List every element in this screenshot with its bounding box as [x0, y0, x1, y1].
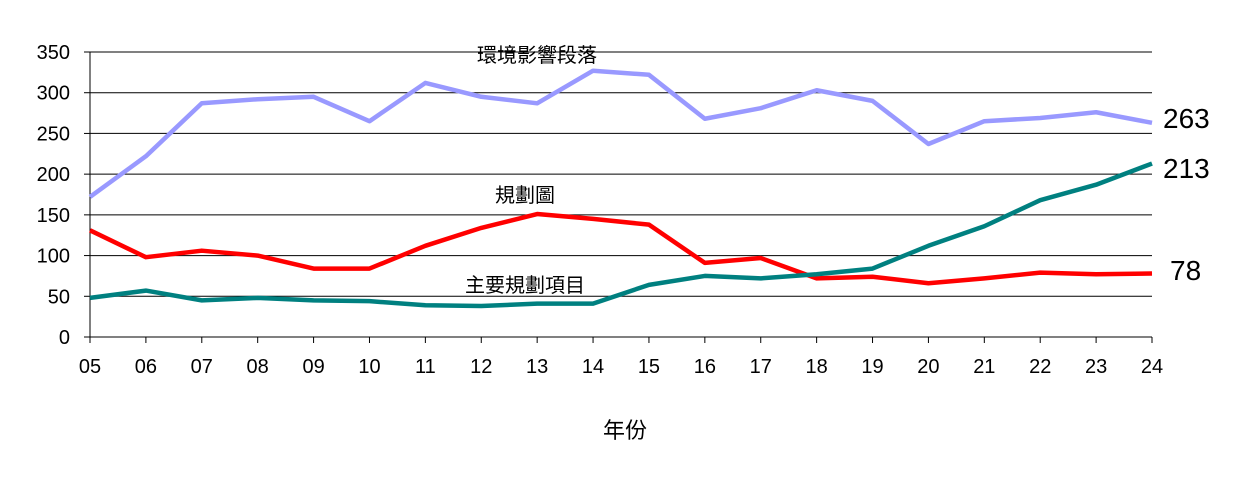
y-tick-label: 0: [59, 327, 70, 349]
y-tick-label: 300: [37, 83, 70, 105]
y-tick-label: 350: [37, 42, 70, 64]
x-tick-label: 13: [526, 356, 548, 378]
end-label-main-items: 213: [1163, 153, 1210, 184]
x-axis-label: 年份: [603, 419, 647, 444]
end-label-environment: 263: [1163, 103, 1210, 134]
x-tick-label: 14: [582, 356, 604, 378]
series-label-environment: 環境影響段落: [477, 43, 597, 67]
x-tick-label: 19: [861, 356, 883, 378]
series-lines: [90, 71, 1152, 307]
y-tick-label: 250: [37, 123, 70, 145]
y-tick-label: 100: [37, 246, 70, 268]
x-tick-label: 11: [415, 356, 436, 378]
x-tick-label: 09: [302, 356, 324, 378]
y-tick-label: 50: [48, 286, 70, 308]
end-label-plan-map: 78: [1170, 255, 1201, 286]
x-tick-label: 24: [1141, 356, 1163, 378]
series-label-plan-map: 規劃圖: [495, 183, 555, 207]
x-tick-label: 22: [1029, 356, 1051, 378]
x-tick-label: 06: [135, 356, 157, 378]
y-tick-label: 150: [37, 205, 70, 227]
x-tick-label: 21: [973, 356, 995, 378]
x-tick-label: 12: [470, 356, 492, 378]
x-tick-label: 05: [79, 356, 101, 378]
x-tick-label: 23: [1085, 356, 1107, 378]
x-tick-label: 20: [917, 356, 939, 378]
x-axis-ticks: 05 06 07 08 09 10 11 12 13 14 15 16 17 18 19 20 21 22 23 24: [79, 356, 1163, 378]
series-label-main-items: 主要規劃項目: [465, 273, 585, 297]
x-tick-label: 16: [694, 356, 716, 378]
x-tick-label: 17: [750, 356, 772, 378]
x-tick-label: 18: [806, 356, 828, 378]
x-tick-label: 15: [638, 356, 660, 378]
series-line-2: [90, 164, 1152, 306]
x-tick-label: 08: [247, 356, 269, 378]
x-tick-label: 10: [358, 356, 380, 378]
x-tick-label: 07: [191, 356, 213, 378]
y-axis-ticks: 0 50 100 150 200 250 300 350: [37, 42, 70, 349]
y-tick-label: 200: [37, 164, 70, 186]
